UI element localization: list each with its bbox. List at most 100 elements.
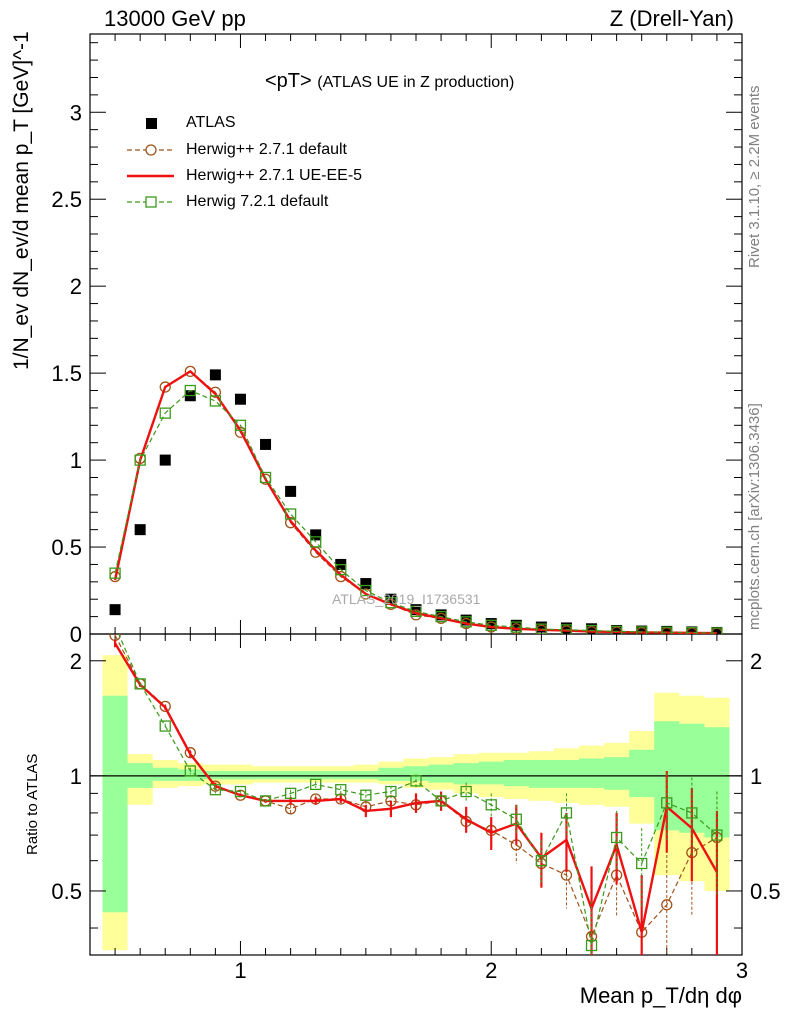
main-atlas-point	[109, 604, 121, 616]
main-marker-square	[560, 624, 573, 634]
main-marker-square	[184, 384, 196, 397]
main-marker-square	[636, 626, 648, 634]
main-marker-square	[109, 567, 121, 579]
main-atlas-point	[611, 625, 623, 634]
main-y-axis-label: 1/N_ev dN_ev/d mean p_T [GeV]^-1	[10, 31, 33, 370]
main-marker-square	[284, 508, 297, 520]
main-marker-square	[711, 627, 723, 634]
ratio-marker-circle	[661, 899, 673, 911]
main-atlas-point	[460, 614, 472, 626]
legend-symbol-atlas	[146, 118, 157, 129]
ratio-marker-square	[460, 785, 472, 798]
ratio-marker-square	[610, 831, 623, 844]
ratio-marker-square	[209, 784, 222, 796]
ratio-marker-circle	[159, 700, 171, 712]
main-marker-square	[435, 610, 447, 623]
x-axis-label: Mean p_T/dη dφ	[579, 983, 742, 1008]
plot-title: <pT> (ATLAS UE in Z production)	[265, 70, 514, 93]
ratio-marker-square	[335, 784, 347, 796]
y-tick-label-main: 3	[70, 100, 82, 125]
ratio-marker-square	[184, 765, 196, 777]
ratio-marker-square	[585, 939, 598, 952]
legend-label-atlas: ATLAS	[186, 114, 236, 131]
main-series-group	[109, 365, 723, 634]
ratio-marker-square	[234, 785, 247, 798]
main-atlas-point	[310, 529, 322, 541]
main-marker-circle	[284, 517, 297, 529]
main-marker-square	[134, 454, 146, 466]
ratio-y-axis-label: Ratio to ATLAS	[24, 753, 41, 855]
plot-title-main: <pT>	[265, 70, 312, 92]
main-atlas-point	[661, 625, 673, 634]
y-tick-label-ratio-right: 0.5	[750, 879, 781, 904]
main-marker-circle	[184, 365, 196, 378]
main-atlas-point	[159, 454, 171, 466]
header-left: 13000 GeV pp	[104, 6, 246, 31]
main-marker-square	[585, 624, 598, 634]
legend	[127, 118, 174, 208]
main-marker-square	[360, 584, 372, 597]
x-tick-label: 1	[234, 958, 246, 983]
ratio-marker-square	[686, 807, 698, 819]
ratio-marker-square	[410, 775, 422, 787]
main-atlas-point	[636, 625, 648, 634]
x-tick-label: 2	[485, 958, 497, 983]
legend-label-herwigpp-ueee5: Herwig++ 2.7.1 UE-EE-5	[186, 167, 363, 184]
main-atlas-point	[510, 619, 522, 631]
main-atlas-point	[711, 626, 723, 634]
main-marker-square	[610, 625, 623, 634]
ratio-marker-square	[485, 799, 497, 811]
y-tick-label-ratio-left: 0.5	[51, 879, 82, 904]
main-marker-square	[485, 619, 497, 631]
y-tick-label-ratio-right: 1	[750, 764, 762, 789]
legend-marker-circle	[145, 144, 157, 156]
uncertainty-bands	[102, 655, 730, 951]
ratio-marker-circle	[184, 747, 196, 759]
main-marker-square	[259, 471, 272, 484]
main-marker-circle	[335, 570, 347, 583]
main-marker-square	[535, 623, 548, 634]
main-marker-square	[410, 605, 422, 618]
main-atlas-point	[435, 609, 447, 621]
y-tick-label-ratio-left: 1	[70, 764, 82, 789]
main-atlas-point	[260, 438, 272, 450]
main-atlas-point	[209, 369, 221, 381]
main-atlas-point	[360, 578, 372, 590]
ratio-marker-square	[560, 807, 573, 819]
main-marker-square	[234, 419, 247, 431]
main-atlas-point	[686, 626, 698, 634]
plot-title-sub: (ATLAS UE in Z production)	[317, 74, 515, 91]
band-yellow	[102, 655, 730, 951]
y-tick-label-main: 0.5	[51, 535, 82, 560]
header-right: Z (Drell-Yan)	[609, 6, 734, 31]
main-atlas-point	[134, 524, 146, 536]
ratio-marker-square	[284, 787, 297, 800]
x-tick-label: 3	[736, 958, 748, 983]
main-atlas-point	[560, 622, 572, 634]
ratio-marker-square	[510, 813, 522, 825]
main-marker-circle	[234, 426, 247, 438]
ratio-marker-square	[159, 720, 171, 732]
y-tick-label-main: 1.5	[51, 361, 82, 386]
ratio-marker-square	[360, 789, 372, 801]
ratio-marker-square	[535, 855, 548, 867]
main-marker-square	[661, 626, 673, 634]
watermark: ATLAS_2019_I1736531	[332, 591, 481, 607]
main-atlas-point	[586, 623, 598, 634]
main-marker-circle	[159, 381, 171, 393]
mcplots-label: mcplots.cern.ch [arXiv:1306.3436]	[746, 403, 763, 630]
main-marker-square	[510, 621, 522, 633]
ratio-marker-square	[134, 678, 146, 690]
main-marker-circle	[209, 386, 222, 398]
main-marker-square	[335, 564, 347, 576]
y-tick-label-ratio-right: 2	[750, 649, 762, 674]
main-marker-square	[385, 597, 397, 609]
ratio-marker-square	[385, 785, 397, 798]
ratio-marker-square	[435, 795, 447, 807]
main-atlas-point	[485, 618, 497, 630]
main-atlas-point	[234, 393, 246, 405]
main-marker-square	[460, 616, 472, 628]
ratio-marker-square	[310, 778, 322, 791]
